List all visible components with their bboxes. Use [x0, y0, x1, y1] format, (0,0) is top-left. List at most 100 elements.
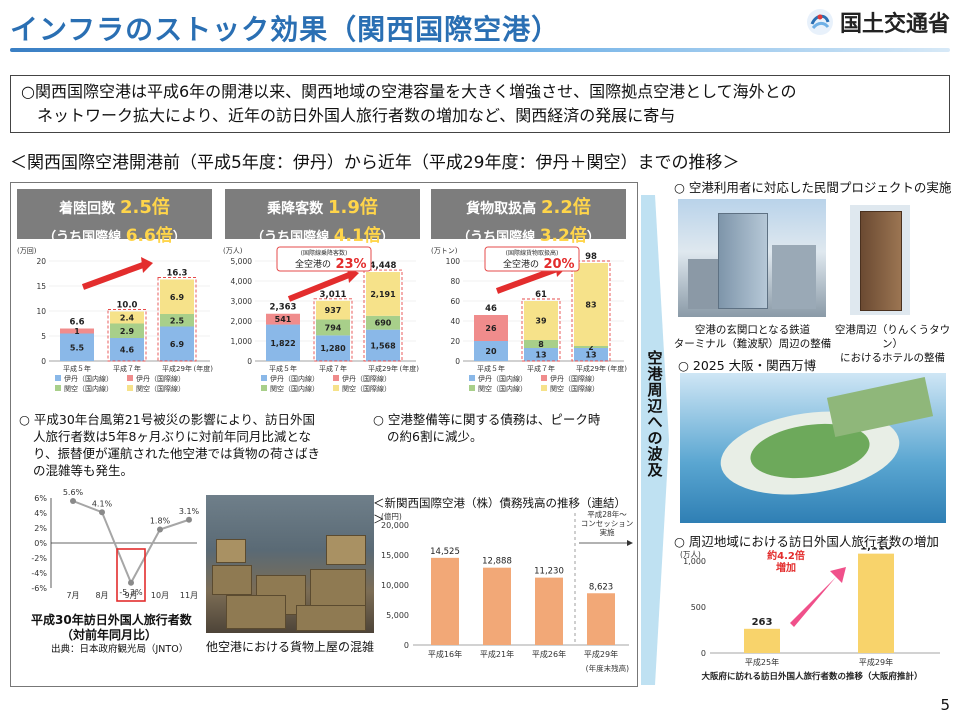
chart-title: 大阪府に訪れる訪日外国人旅行者数の推移（大阪府推計） — [701, 671, 922, 682]
x-tick-label: 平成16年 — [428, 649, 462, 659]
callout-small-label: (国際線乗降客数) — [301, 249, 348, 257]
series-line — [72, 500, 190, 586]
y-tick-label: 20 — [450, 337, 460, 346]
legend-label: 伊丹（国際線） — [550, 374, 599, 383]
bar-segment — [524, 348, 558, 361]
highlight-box — [571, 260, 611, 362]
bar-segment — [266, 324, 300, 361]
bar-value-label: 13 — [535, 351, 546, 360]
y-axis-unit: (万トン) — [431, 247, 458, 255]
section-subheading: ＜関西国際空港開港前（平成5年度：伊丹）から近年（平成29年度：伊丹＋関空）まで… — [10, 153, 740, 173]
bar-total-label: 98 — [585, 252, 597, 262]
bar-total-label: 3,011 — [320, 290, 347, 300]
bar-value-label: 20 — [485, 347, 497, 356]
y-tick-label: 5 — [41, 332, 46, 341]
bar-value-label: 5.5 — [70, 343, 85, 352]
cargo-photo-caption: 他空港における貨物上屋の混雑 — [206, 640, 375, 654]
rinku-hotel-photo — [850, 205, 910, 315]
legend-swatch — [541, 375, 547, 381]
callout-small-label: (国際線貨物取扱高) — [506, 249, 559, 257]
spillover-arrow-text: 空港周辺への波及 — [647, 349, 663, 479]
typhoon-note: ○ 平成30年台風第21号被災の影響により、訪日外国 人旅行者数は5年8ヶ月ぶり… — [19, 411, 369, 479]
concession-annotation: 平成28年～ — [587, 509, 627, 519]
callout-box — [276, 246, 372, 272]
bar-value-label: 6.9 — [170, 340, 185, 349]
summary-line-1: ○関西国際空港は平成6年の開港以来、関西地域の空港容量を大きく増強させ、国際拠点… — [21, 82, 797, 101]
concession-annotation: コンセッション — [581, 519, 634, 528]
bar-total-label: 2,363 — [270, 303, 297, 313]
title-underline — [10, 48, 950, 52]
callout-label: 約4.2倍 — [767, 549, 805, 562]
bar-total-label: 61 — [535, 290, 547, 300]
bar-value-label: 690 — [375, 319, 392, 328]
bar-value-label: 2.4 — [120, 314, 135, 323]
mlit-emblem-icon — [806, 9, 833, 35]
bar-total-label: 10.0 — [117, 301, 138, 311]
bar-segment — [366, 315, 400, 330]
typhoon-note-line: 人旅行者数は5年8ヶ月ぶりに対前年同月比減とな — [33, 429, 312, 444]
y-axis-unit: (万人) — [680, 550, 701, 559]
y-tick-label: 20,000 — [381, 521, 409, 530]
summary-box: ○関西国際空港は平成6年の開港以来、関西地域の空港容量を大きく増強させ、国際拠点… — [10, 75, 950, 133]
bar-segment — [60, 328, 94, 334]
y-tick-label: 15,000 — [381, 551, 409, 560]
bar-value-label: 26 — [485, 324, 497, 333]
callout-label: 全空港の — [295, 258, 331, 270]
y-tick-label: 80 — [450, 277, 460, 286]
bar-value-label: 1,110 — [860, 547, 892, 553]
cargo-chart: (万トン)02040608010020264613839611328398平成５… — [431, 246, 627, 393]
bar-segment — [160, 279, 194, 314]
legend-label: 伊丹（国内線） — [270, 374, 319, 383]
page-number: 5 — [940, 696, 950, 714]
concession-annotation: 実施 — [600, 527, 615, 537]
bar-segment — [110, 311, 144, 324]
stat-value: 2.2倍 — [540, 197, 591, 218]
x-tick-label: 平成29年 — [162, 364, 192, 373]
legend-label: 関空（国内線） — [478, 384, 527, 393]
stat-sub-value: 6.6倍 — [125, 226, 173, 246]
y-tick-label: 0% — [34, 539, 47, 548]
bar-segment — [160, 326, 194, 361]
debt-chart: (億円)20,000 15,000 10,000 5,000 0 14,525 平成16年 1… — [381, 509, 634, 673]
legend-swatch — [55, 375, 61, 381]
stat-sub-label: （うち国際線 — [251, 230, 330, 245]
legend-label: 関空（国際線） — [136, 384, 185, 393]
bar-value-label: 8 — [538, 340, 544, 349]
statistics-panel: 着陸回数 2.5倍 （うち国際線 6.6倍） 乗降客数 1.9倍 （うち国際線 … — [10, 182, 638, 687]
private-projects-title: ○ 空港利用者に対応した民間プロジェクトの実施 — [674, 180, 952, 195]
y-tick-label: 2% — [34, 524, 47, 533]
data-label: 1.8% — [150, 517, 171, 526]
y-tick-label: 2,000 — [231, 317, 253, 326]
bar-value-label: 11,230 — [534, 567, 564, 577]
x-axis-suffix: (年度) — [400, 364, 420, 373]
y-tick-label: 6% — [34, 494, 47, 503]
bar-value-label: 8,623 — [589, 582, 613, 592]
bar-segment — [110, 323, 144, 338]
expo-title: ○ 2025 大阪・関西万博 — [678, 358, 817, 373]
bar-segment — [316, 335, 350, 361]
x-tick-label: 平成29年 — [368, 364, 398, 373]
bar-segment — [574, 346, 608, 348]
bar-segment — [366, 329, 400, 361]
bar-segment — [474, 315, 508, 341]
x-tick-label: 平成26年 — [532, 649, 566, 659]
bar-value-label: 1 — [74, 327, 79, 336]
stat-sub-close: ） — [380, 230, 394, 245]
stat-card-cargo: 貨物取扱高 2.2倍 （うち国際線 3.2倍） — [431, 189, 626, 246]
osaka-tourist-chart: (万人)1,000 500 0 263 平成25年 1,110 平成29年 約4.2倍増加大阪… — [680, 547, 940, 682]
legend-swatch — [127, 385, 133, 391]
bar-segment — [160, 314, 194, 327]
typhoon-note-line: り、振替便が運航された他空港では貨物の荷さばき — [33, 446, 321, 461]
bar-value-label: 937 — [325, 306, 342, 315]
debt-note: ○ 空港整備等に関する債務は、ピーク時 の約6割に減少。 — [373, 411, 635, 445]
y-tick-label: 60 — [450, 297, 460, 306]
bar-segment — [574, 263, 608, 346]
namba-terminal-photo — [678, 199, 826, 317]
legend-swatch — [541, 385, 547, 391]
stat-sub-label: （うち国際線 — [43, 230, 122, 245]
y-tick-label: 0 — [41, 357, 46, 366]
y-tick-label: 15 — [36, 282, 46, 291]
callout-value: 23% — [335, 257, 366, 272]
callout-value: 20% — [543, 257, 574, 272]
passengers-chart: (万人) 0 1,000 2,000 3,000 4,000 5,000 1,822 541 2,… — [223, 246, 420, 393]
